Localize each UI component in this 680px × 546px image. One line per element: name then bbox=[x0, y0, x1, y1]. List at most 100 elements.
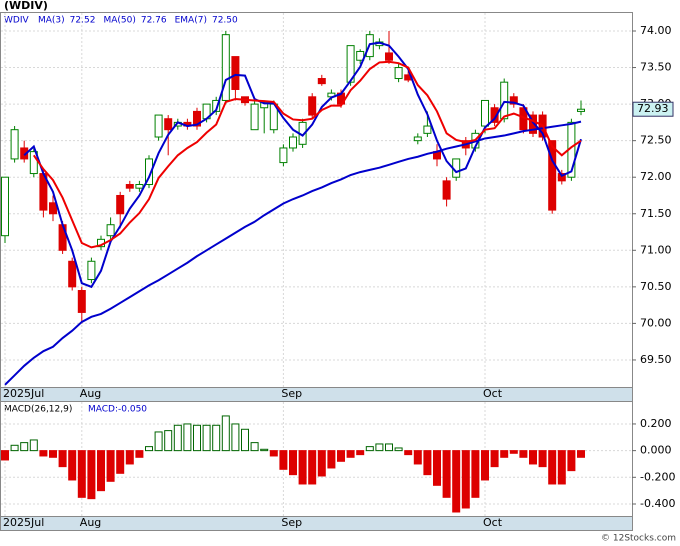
y-tick-label: 70.00 bbox=[640, 316, 672, 329]
candle-body bbox=[557, 173, 566, 182]
macd-bar bbox=[423, 450, 432, 476]
macd-bar bbox=[269, 450, 278, 457]
macd-bar bbox=[173, 424, 182, 452]
macd-bar bbox=[509, 450, 518, 454]
macd-bar bbox=[241, 428, 249, 452]
macd-bar bbox=[356, 450, 365, 456]
y-tick-label: 72.00 bbox=[640, 170, 672, 183]
macd-bar bbox=[202, 424, 211, 452]
y-tick-label: 73.50 bbox=[640, 61, 672, 74]
macd-bar bbox=[260, 448, 269, 452]
candle-body bbox=[20, 147, 29, 160]
last-price-box bbox=[632, 101, 674, 117]
date-band bbox=[0, 516, 633, 531]
macd-bar bbox=[471, 450, 480, 498]
macd-bar bbox=[49, 450, 57, 458]
candle-body bbox=[231, 56, 240, 90]
candle-body bbox=[164, 118, 173, 131]
candle-body bbox=[106, 224, 115, 237]
x-tick-label: 2025Jul bbox=[3, 387, 44, 400]
macd-bar bbox=[433, 450, 441, 486]
legend-symbol: WDIV bbox=[4, 16, 29, 26]
y-tick-label: 72.50 bbox=[640, 134, 672, 147]
macd-bar bbox=[87, 450, 96, 500]
macd-bar bbox=[538, 450, 547, 468]
candle-body bbox=[116, 194, 125, 215]
candle-body bbox=[49, 202, 57, 215]
macd-bar bbox=[481, 450, 489, 481]
macd-bar bbox=[413, 450, 422, 465]
macd-bar bbox=[375, 443, 384, 452]
macd-bar bbox=[58, 450, 67, 468]
macd-bar bbox=[346, 450, 355, 458]
macd-bar bbox=[557, 450, 566, 485]
macd-bar bbox=[308, 450, 317, 485]
last-price-label: 72.93 bbox=[637, 102, 669, 115]
macd-bar bbox=[231, 423, 240, 452]
macd-bar bbox=[68, 450, 77, 481]
candle-body bbox=[577, 108, 585, 112]
candle-body bbox=[221, 34, 230, 101]
price-panel bbox=[0, 12, 633, 388]
candle-body bbox=[279, 147, 288, 164]
candle-body bbox=[87, 260, 96, 281]
macd-bar bbox=[20, 442, 29, 452]
macd-bar bbox=[317, 450, 326, 477]
candle-body bbox=[250, 103, 259, 131]
macd-bar bbox=[106, 450, 115, 482]
candle-body bbox=[125, 184, 134, 189]
y-tick-label: 71.50 bbox=[640, 207, 672, 220]
legend-value: 72.50 bbox=[212, 16, 238, 26]
macd-bar bbox=[279, 450, 288, 470]
macd-bar bbox=[298, 450, 307, 485]
candle-body bbox=[317, 78, 326, 85]
macd-bar bbox=[183, 423, 192, 452]
candle-body bbox=[29, 151, 38, 175]
macd-bar bbox=[145, 446, 153, 452]
y-tick-label: 71.00 bbox=[640, 243, 672, 256]
candle-body bbox=[394, 67, 403, 80]
macd-bar bbox=[125, 450, 134, 465]
macd-bar bbox=[154, 431, 163, 452]
x-tick-label: Aug bbox=[80, 516, 101, 529]
macd-bar bbox=[394, 447, 403, 452]
y-tick-label: 0.200 bbox=[640, 417, 672, 430]
y-tick-label: 0.000 bbox=[640, 444, 672, 457]
candle-body bbox=[145, 158, 153, 186]
macd-bar bbox=[289, 450, 297, 476]
macd-bar bbox=[567, 450, 576, 472]
candle-body bbox=[68, 260, 77, 288]
macd-bar bbox=[212, 424, 221, 452]
candle-body bbox=[77, 290, 86, 313]
macd-bar bbox=[1, 450, 9, 461]
macd-bar bbox=[519, 450, 528, 458]
candle-body bbox=[154, 114, 163, 138]
macd-bar bbox=[193, 424, 201, 452]
x-tick-label: Aug bbox=[80, 387, 101, 400]
chart-title: (WDIV) bbox=[4, 0, 48, 12]
macd-bar bbox=[529, 450, 537, 465]
candle-body bbox=[10, 129, 19, 160]
x-tick-label: Sep bbox=[281, 516, 302, 529]
macd-bar bbox=[500, 450, 509, 458]
candle-body bbox=[500, 81, 509, 120]
macd-bar bbox=[490, 450, 499, 468]
macd-value-label: MACD:-0.050 bbox=[88, 405, 147, 415]
macd-bar bbox=[116, 450, 125, 474]
y-tick-label: -0.400 bbox=[640, 497, 675, 510]
candle-body bbox=[490, 107, 499, 123]
y-tick-label: 69.50 bbox=[640, 353, 672, 366]
x-tick-label: Sep bbox=[281, 387, 302, 400]
macd-bar bbox=[577, 450, 585, 458]
candle-body bbox=[212, 99, 221, 112]
y-tick-label: -0.200 bbox=[640, 470, 675, 483]
candle-body bbox=[423, 125, 432, 134]
macd-bar bbox=[548, 450, 557, 485]
candle-body bbox=[135, 184, 144, 189]
macd-bar bbox=[10, 444, 19, 452]
candle-body bbox=[308, 96, 317, 116]
line-series bbox=[4, 120, 582, 386]
legend-name: MA(50) bbox=[103, 16, 135, 26]
candle-body bbox=[481, 99, 489, 127]
